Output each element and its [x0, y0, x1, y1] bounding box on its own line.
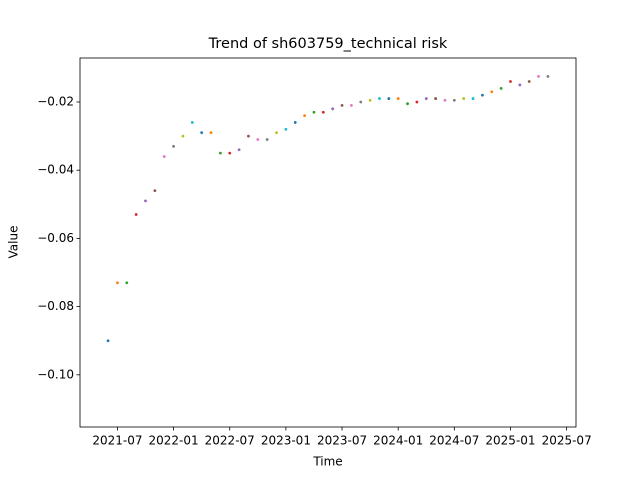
y-tick-label: −0.10: [37, 367, 74, 381]
point: [190, 121, 194, 124]
point: [349, 104, 353, 107]
x-tick-label: 2025-07: [542, 434, 592, 448]
point: [125, 281, 129, 285]
point: [162, 155, 166, 158]
point: [396, 97, 400, 100]
point: [172, 144, 175, 148]
point: [415, 100, 419, 104]
point: [340, 104, 344, 107]
point: [518, 83, 522, 87]
point: [359, 100, 363, 104]
point: [434, 97, 438, 100]
point: [537, 75, 540, 78]
point: [312, 110, 316, 114]
x-tick-label: 2023-07: [317, 434, 367, 448]
y-axis-label: Value: [7, 226, 21, 259]
x-tick-label: 2021-07: [92, 434, 142, 448]
x-axis-label: Time: [312, 455, 342, 469]
point: [284, 127, 288, 131]
point: [471, 97, 475, 100]
point: [481, 93, 484, 97]
point: [406, 102, 409, 106]
point: [144, 199, 147, 203]
point: [247, 134, 250, 138]
point: [134, 213, 138, 216]
point: [228, 151, 232, 155]
x-tick-label: 2024-01: [373, 434, 423, 448]
x-tick-label: 2025-01: [485, 434, 535, 448]
point: [509, 80, 512, 83]
point: [209, 131, 213, 135]
point: [303, 114, 307, 118]
point: [265, 138, 269, 141]
point: [387, 97, 391, 100]
point: [452, 98, 456, 102]
point: [378, 97, 381, 100]
point: [116, 281, 119, 285]
y-tick-label: −0.02: [37, 94, 74, 108]
x-tick-label: 2022-07: [205, 434, 255, 448]
point: [275, 131, 278, 135]
point: [443, 98, 447, 102]
point: [490, 90, 494, 94]
point: [256, 138, 260, 141]
point: [527, 80, 531, 83]
point: [181, 134, 185, 138]
point: [106, 339, 110, 343]
x-tick-label: 2022-01: [149, 434, 199, 448]
point: [200, 131, 204, 135]
point: [331, 107, 335, 111]
point: [218, 151, 222, 155]
point: [546, 75, 550, 78]
point: [153, 189, 157, 193]
y-tick-label: −0.06: [37, 231, 74, 245]
point: [499, 86, 503, 90]
plot-frame: [79, 57, 577, 428]
point: [368, 98, 372, 102]
point: [462, 97, 466, 100]
point: [293, 121, 297, 124]
y-tick-label: −0.04: [37, 163, 74, 177]
y-tick-label: −0.08: [37, 299, 74, 313]
point: [424, 97, 428, 100]
point: [321, 110, 325, 114]
point: [237, 148, 241, 152]
x-tick-label: 2023-01: [261, 434, 311, 448]
chart-title: Trend of sh603759_technical risk: [208, 36, 448, 52]
x-tick-label: 2024-07: [429, 434, 479, 448]
